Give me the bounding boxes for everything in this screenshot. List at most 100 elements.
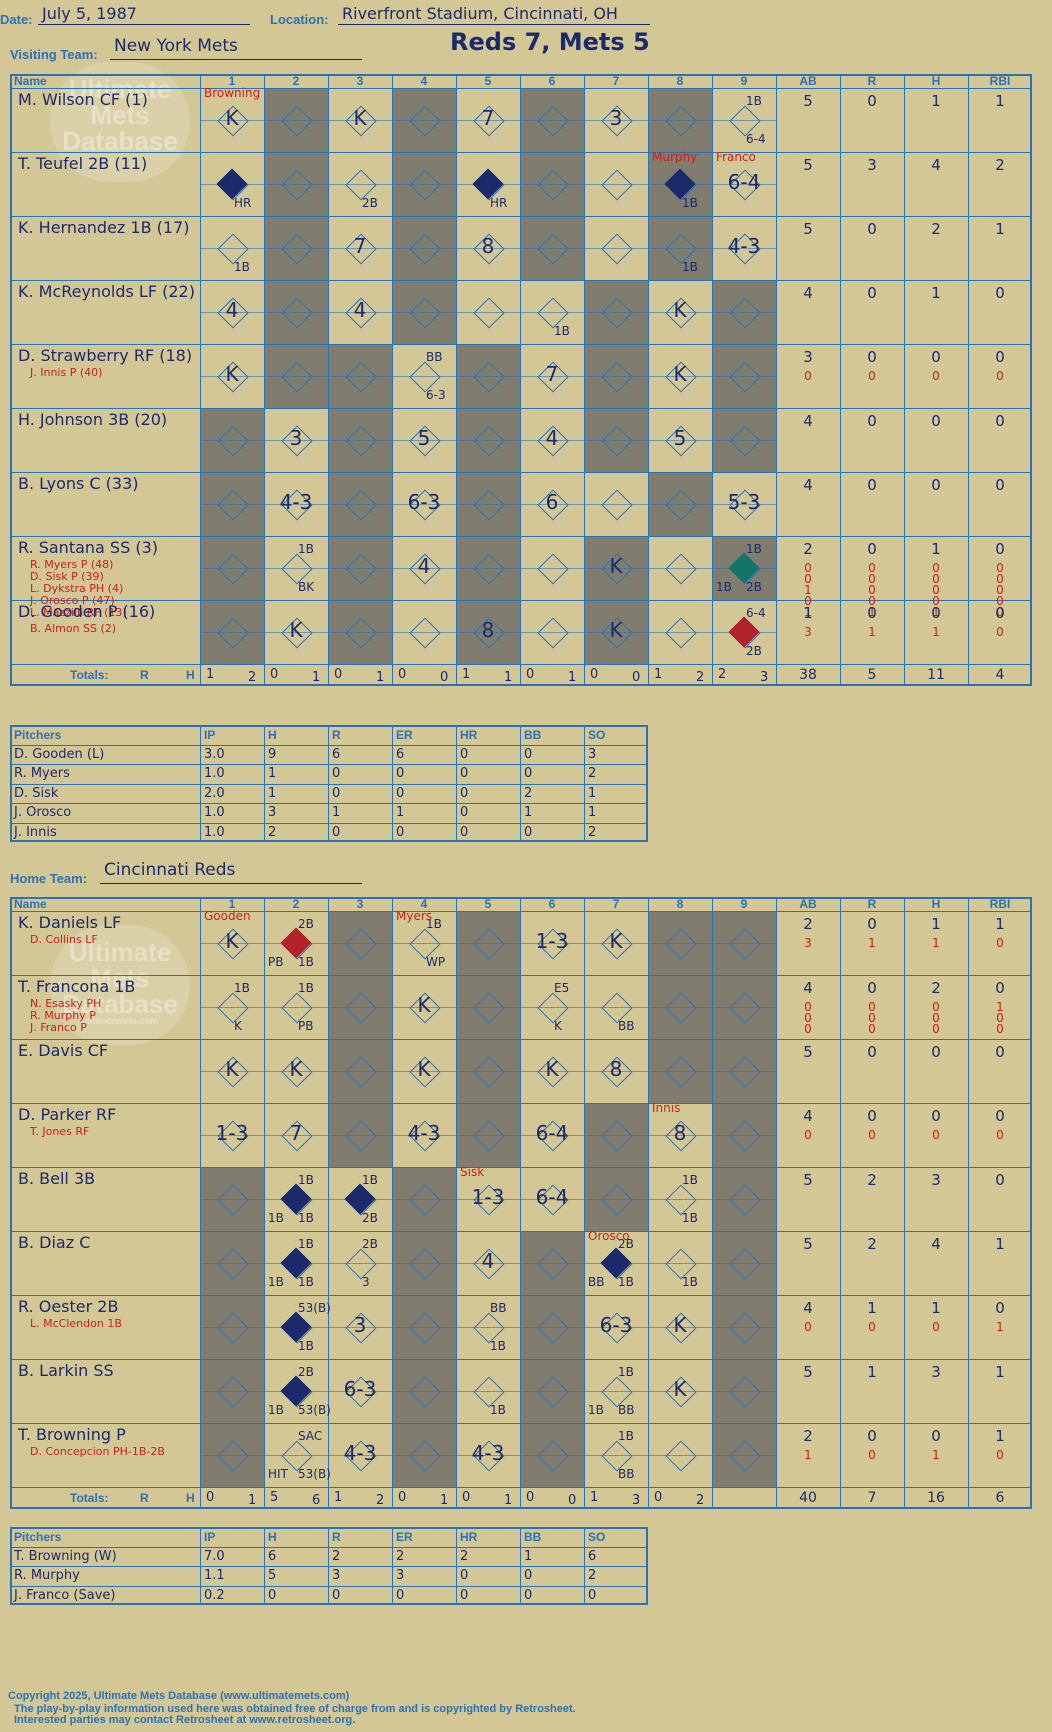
- home-cell-guide: [456, 1327, 520, 1328]
- visitors-pitch-header: ER: [396, 728, 413, 742]
- home-pitch-header: Pitchers: [14, 1530, 62, 1544]
- home-play-note: 53(B): [298, 1403, 331, 1417]
- home-cell-guide: [648, 1391, 712, 1392]
- home-inning-runs: 0: [654, 1490, 663, 1505]
- home-stat-value: 0: [867, 915, 877, 933]
- home-cell-guide: [712, 1135, 776, 1136]
- footer-copyright: Copyright 2025, Ultimate Mets Database (…: [8, 1690, 350, 1702]
- home-cell-guide: [392, 1199, 456, 1200]
- home-stat-value: 1: [996, 1320, 1004, 1334]
- home-pitch-header: HR: [460, 1530, 478, 1544]
- visitors-row-line: [10, 344, 1032, 345]
- visitors-pitch-stat: 0: [460, 824, 469, 840]
- visitors-substitute-name: J. Innis P (40): [30, 366, 103, 379]
- visitors-col-line: [968, 74, 969, 686]
- visitors-play-result: K: [673, 362, 687, 386]
- home-play-result: 4-3: [471, 1441, 505, 1465]
- home-cell-guide: [712, 943, 776, 944]
- visitors-play-result: 4: [545, 426, 559, 450]
- visitors-pitch-stat: 6: [396, 746, 405, 762]
- visitors-cell-guide: [648, 376, 712, 377]
- visitors-col-line: [328, 74, 329, 686]
- visitors-pitch-stat: 1: [588, 805, 597, 820]
- home-stat-value: 0: [867, 979, 877, 997]
- home-cell-guide: [712, 1071, 776, 1072]
- home-pitch-stat: 0: [524, 1587, 533, 1603]
- home-pitch-stat: 2: [588, 1568, 597, 1583]
- visitors-cell-guide: [648, 120, 712, 121]
- visitors-play-result: K: [289, 618, 303, 642]
- home-play-result: 6-3: [599, 1313, 633, 1337]
- home-play-note: 1B: [490, 1403, 506, 1417]
- home-play-result: 1-3: [215, 1121, 249, 1145]
- home-cell-guide: [328, 943, 392, 944]
- home-play-note: 1B: [618, 1429, 634, 1443]
- home-col-line: [840, 897, 841, 1509]
- home-total-stat: 16: [927, 1490, 945, 1506]
- home-cell-guide: [584, 1391, 648, 1392]
- visitors-pitch-row-line: [10, 764, 648, 765]
- visitors-play-note: 1B: [682, 260, 698, 274]
- home-cell-guide: [392, 1007, 456, 1008]
- visitors-col-line: [520, 74, 521, 686]
- visitors-play-result: 6-3: [407, 490, 441, 514]
- home-cell-guide: [264, 1135, 328, 1136]
- footer-contact: Interested parties may contact Retroshee…: [14, 1714, 356, 1726]
- visitors-stat-value: 1: [995, 220, 1005, 238]
- visitors-pitch-header: R: [332, 728, 341, 742]
- home-cell-guide: [264, 1007, 328, 1008]
- home-cell-guide: [712, 1263, 776, 1264]
- visitors-pitch-stat: 0: [396, 766, 405, 781]
- home-play-result: K: [289, 1057, 303, 1081]
- visitors-total-stat: 5: [867, 667, 877, 683]
- home-substitute-name: J. Franco P: [30, 1021, 87, 1034]
- visitors-cell-guide: [392, 568, 456, 569]
- visitors-inning-hits: 2: [696, 670, 705, 685]
- home-cell-guide: [200, 1007, 264, 1008]
- visitors-inning-runs: 1: [206, 667, 215, 682]
- visitors-play-note: 1B: [554, 324, 570, 338]
- home-play-note: K: [554, 1019, 562, 1033]
- home-cell-guide: [456, 1007, 520, 1008]
- visitors-stat-value: 4: [803, 284, 813, 302]
- home-stat-value: 3: [931, 1363, 941, 1381]
- home-play-note: 1B: [682, 1275, 698, 1289]
- visitors-play-note: 6-3: [426, 388, 446, 402]
- home-inning-header: 7: [612, 897, 620, 911]
- home-play-note: 1B: [298, 1339, 314, 1353]
- home-pitcher-name: J. Franco (Save): [14, 1587, 116, 1603]
- home-play-note: 3: [362, 1275, 370, 1289]
- visitors-stat-value: 0: [867, 92, 877, 110]
- home-col-line: [456, 897, 457, 1509]
- visitors-total-stat: 11: [927, 667, 945, 683]
- visitors-stat-value: 5: [803, 156, 813, 174]
- home-inning-hits: 3: [632, 1493, 641, 1508]
- visitors-stat-value: 0: [867, 540, 877, 558]
- visitors-stat-value: 0: [804, 561, 812, 575]
- home-stat-value: 1: [931, 1299, 941, 1317]
- visitors-inning-header: 7: [612, 74, 620, 88]
- visitors-pitch-stat: 0: [524, 824, 533, 840]
- visitors-stat-value: 0: [932, 572, 940, 586]
- home-stat-value: 1: [995, 1235, 1005, 1253]
- visitors-stat-value: 3: [867, 156, 877, 174]
- home-player-name: D. Parker RF: [18, 1105, 117, 1124]
- home-cell-guide: [456, 1135, 520, 1136]
- home-pitch-row-line: [10, 1566, 648, 1567]
- home-substitute-name: L. McClendon 1B: [30, 1317, 122, 1330]
- home-pitch-stat: 1.1: [204, 1568, 225, 1583]
- home-pitch-stat: 0: [268, 1587, 277, 1603]
- home-cell-guide: [456, 943, 520, 944]
- visitors-cell-guide: [392, 504, 456, 505]
- home-cell-guide: [584, 1135, 648, 1136]
- home-play-note: 1B: [234, 981, 250, 995]
- visitors-pitch-stat: 2: [588, 824, 597, 840]
- visitors-cell-guide: [520, 376, 584, 377]
- visitors-pitch-row-line: [10, 783, 648, 785]
- home-stat-value: 2: [867, 1235, 877, 1253]
- visitors-header-divider: [10, 88, 1032, 89]
- visitors-pitch-stat: 0: [396, 785, 405, 801]
- visitors-cell-guide: [712, 184, 776, 185]
- visitors-play-result: 4: [353, 298, 367, 322]
- visitors-pitch-stat: 0: [460, 746, 469, 762]
